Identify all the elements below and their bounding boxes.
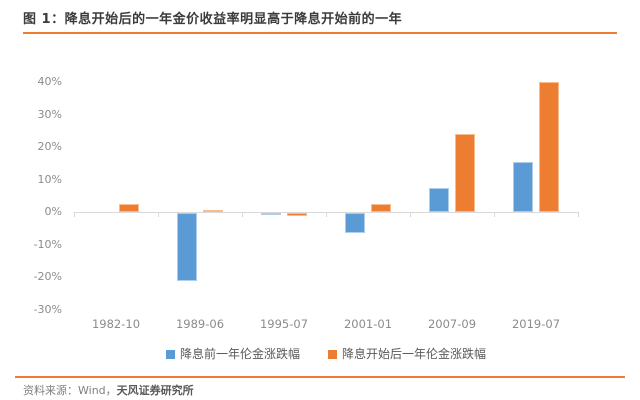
figure-title: 图 1：降息开始后的一年金价收益率明显高于降息开始前的一年 xyxy=(23,8,617,34)
figure-label: 图 1： xyxy=(23,12,65,27)
x-axis-category-label: 2001-01 xyxy=(343,317,393,331)
x-axis-tick xyxy=(326,212,327,217)
x-axis-tick xyxy=(74,212,75,217)
x-axis-tick xyxy=(158,212,159,217)
bar-after-2007-09 xyxy=(455,134,475,212)
source-org: 天风证券研究所 xyxy=(116,384,194,397)
y-axis-tick-label: 40% xyxy=(37,75,62,88)
bar-before-1989-06 xyxy=(177,213,197,282)
bar-before-2007-09 xyxy=(429,187,449,212)
x-axis-tick xyxy=(410,212,411,217)
x-axis-category-label: 2019-07 xyxy=(511,317,561,331)
x-axis-category-label: 1982-10 xyxy=(91,317,141,331)
x-axis-tick xyxy=(242,212,243,217)
source-note: 资料来源：Wind，天风证券研究所 xyxy=(23,382,194,398)
chart-legend: 降息前一年伦金涨跌幅 降息开始后一年伦金涨跌幅 xyxy=(74,347,578,361)
bar-after-1995-07 xyxy=(287,213,307,217)
footer-divider xyxy=(15,376,625,378)
figure-title-text: 降息开始后的一年金价收益率明显高于降息开始前的一年 xyxy=(64,12,403,27)
x-axis-category-label: 1995-07 xyxy=(259,317,309,331)
y-axis-tick-label: 20% xyxy=(37,140,62,153)
bar-after-2019-07 xyxy=(539,82,559,212)
bar-before-2019-07 xyxy=(513,161,533,212)
bar-before-2001-01 xyxy=(345,213,365,233)
legend-item-after: 降息开始后一年伦金涨跌幅 xyxy=(328,347,486,361)
legend-label: 降息开始后一年伦金涨跌幅 xyxy=(342,347,487,361)
y-axis-tick-label: 0% xyxy=(44,205,62,218)
x-axis-tick xyxy=(494,212,495,217)
y-axis-tick-label: 30% xyxy=(37,107,62,121)
legend-swatch-icon xyxy=(165,349,175,359)
x-axis-category-label: 2007-09 xyxy=(427,317,477,331)
legend-label: 降息前一年伦金涨跌幅 xyxy=(179,347,300,361)
bar-after-2001-01 xyxy=(371,203,391,212)
source-prefix: 资料来源：Wind， xyxy=(23,384,117,397)
x-axis-tick xyxy=(578,212,579,217)
bar-before-1995-07 xyxy=(261,213,281,215)
legend-swatch-icon xyxy=(328,349,337,359)
legend-item-before: 降息前一年伦金涨跌幅 xyxy=(165,347,300,361)
y-axis-tick-label: -30% xyxy=(33,302,62,316)
bar-after-1982-10 xyxy=(119,203,139,212)
bar-after-1989-06 xyxy=(203,210,223,213)
x-axis-category-label: 1989-06 xyxy=(175,317,225,331)
y-axis-tick-label: -20% xyxy=(33,270,62,283)
y-axis-tick-label: -10% xyxy=(33,237,62,251)
y-axis-tick-label: 10% xyxy=(37,172,62,186)
